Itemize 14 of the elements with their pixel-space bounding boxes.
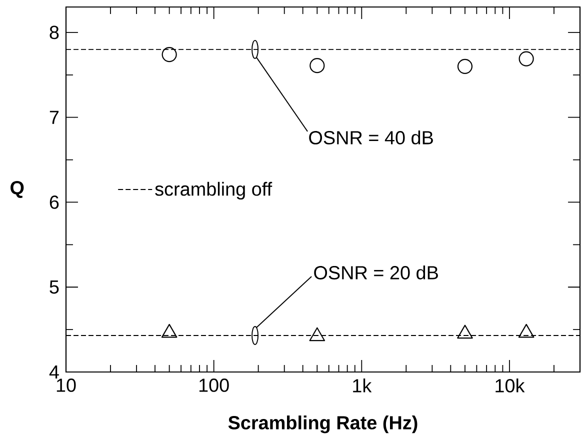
x-tick-label: 1k bbox=[353, 378, 372, 392]
annotation: OSNR = 20 dB bbox=[314, 266, 438, 280]
legend-label: scrambling off bbox=[155, 182, 272, 200]
x-tick-label: 10 bbox=[56, 378, 76, 392]
y-tick-label: 8 bbox=[50, 26, 59, 40]
y-tick-label: 4 bbox=[49, 365, 59, 379]
x-tick-label: 10k bbox=[496, 378, 525, 392]
x-tick-label: 100 bbox=[199, 378, 229, 392]
y-tick-label: 5 bbox=[50, 280, 59, 294]
y-tick-label: 6 bbox=[50, 196, 59, 209]
y-tick-label: 7 bbox=[50, 110, 59, 124]
y-axis-title: Q bbox=[10, 181, 24, 198]
x-axis-title: Scrambling Rate (Hz) bbox=[228, 416, 418, 434]
annotation: OSNR = 40 dB bbox=[309, 130, 433, 144]
